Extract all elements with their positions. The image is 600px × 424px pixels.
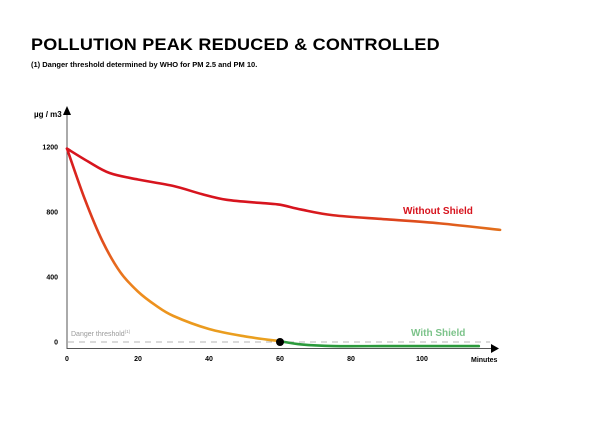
x-axis-label: Minutes <box>471 357 498 364</box>
series-line-without-shield <box>65 147 502 232</box>
x-tick-label: 100 <box>416 356 428 363</box>
x-tick-label: 60 <box>276 356 284 363</box>
y-axis-label: µg / m3 <box>34 110 62 119</box>
series-line-with-shield-tail <box>278 339 481 348</box>
x-tick-label: 20 <box>134 356 142 363</box>
y-tick-label: 800 <box>46 210 58 217</box>
legend-label-with-shield: With Shield <box>411 328 465 339</box>
legend-label-without-shield: Without Shield <box>403 206 473 217</box>
y-tick-label: 1200 <box>42 145 58 152</box>
threshold-reached-marker <box>276 338 284 346</box>
y-axis-arrow-icon <box>63 106 71 115</box>
x-tick-label: 80 <box>347 356 355 363</box>
x-tick-label: 0 <box>65 356 69 363</box>
y-tick-label: 400 <box>46 275 58 282</box>
danger-threshold-label: Danger threshold(1) <box>71 329 131 338</box>
danger-threshold-footnote: (1) <box>125 329 131 334</box>
x-axis-arrow-icon <box>491 344 499 353</box>
series-line-with-shield <box>65 147 282 343</box>
danger-threshold-text: Danger threshold <box>71 331 125 338</box>
chart-subtitle: (1) Danger threshold determined by WHO f… <box>31 60 258 69</box>
y-tick-label: 0 <box>54 340 58 347</box>
x-tick-label: 40 <box>205 356 213 363</box>
chart-title: POLLUTION PEAK REDUCED & CONTROLLED <box>31 35 440 54</box>
